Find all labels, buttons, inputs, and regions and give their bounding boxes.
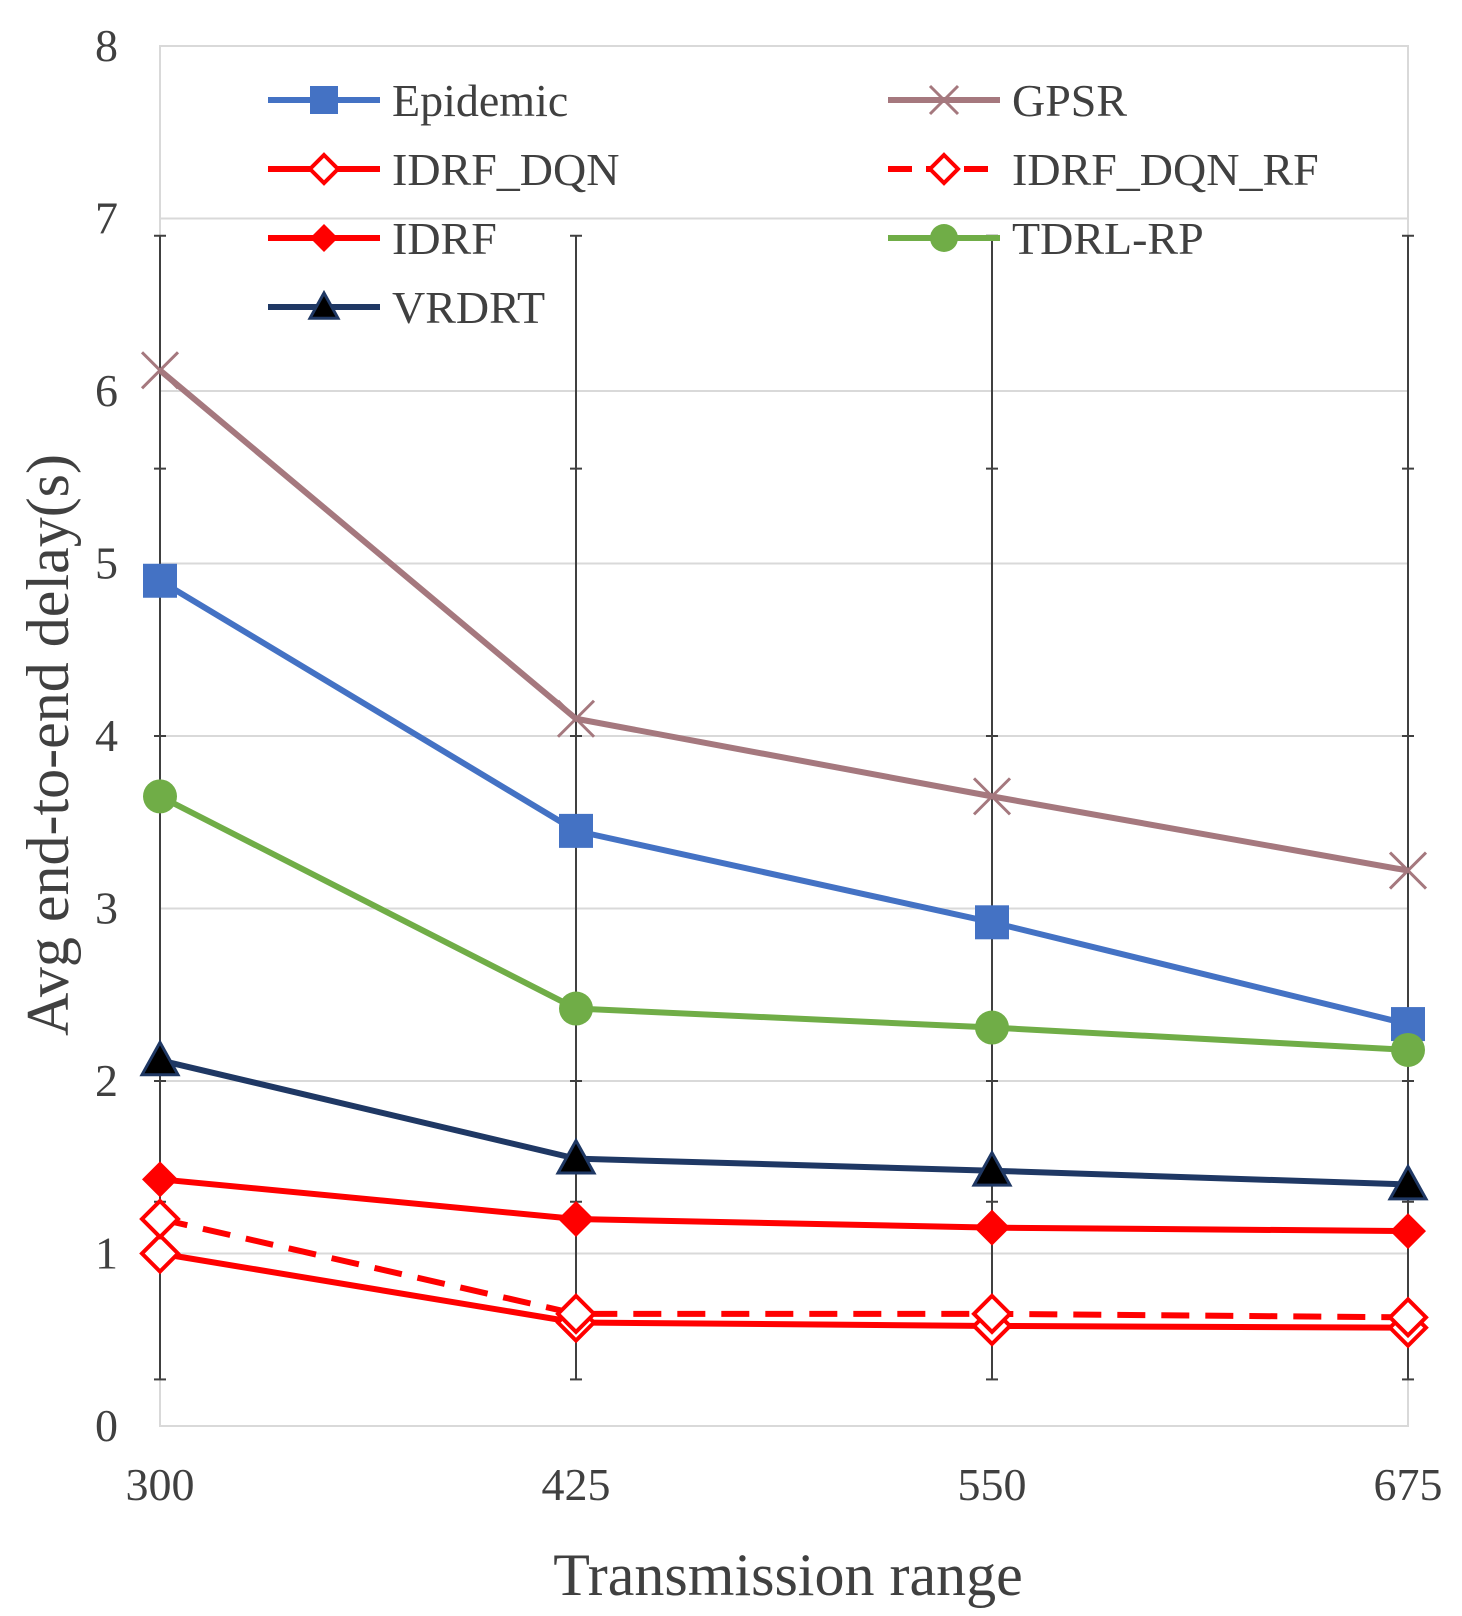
- marker-diamond-open: [139, 1198, 181, 1240]
- marker-triangle: [555, 1137, 597, 1175]
- legend-label: Epidemic: [392, 75, 568, 126]
- legend-entry-vrdrt: VRDRT: [268, 282, 545, 333]
- marker-x: [140, 351, 180, 390]
- marker-square: [143, 563, 177, 598]
- series-line: [159, 1176, 1409, 1235]
- legend-label: TDRL-RP: [1012, 213, 1204, 264]
- legend-label: IDRF_DQN: [392, 144, 619, 195]
- y-tick-label: 3: [95, 883, 118, 934]
- legend-label: IDRF_DQN_RF: [1012, 144, 1319, 195]
- series-idrf: [142, 1161, 1426, 1250]
- x-axis-title: Transmission range: [553, 1542, 1022, 1608]
- marker-triangle: [1387, 1163, 1429, 1201]
- series-line: [158, 793, 1409, 1053]
- marker-triangle: [307, 289, 341, 320]
- vertical-error-lines: [154, 234, 1414, 1381]
- marker-diamond-open: [971, 1293, 1013, 1335]
- series-line: [159, 1057, 1409, 1188]
- legend-label: VRDRT: [392, 282, 545, 333]
- series-idrf-dqn: [139, 1232, 1429, 1349]
- legend-label: GPSR: [1012, 75, 1127, 126]
- marker-square: [310, 86, 338, 114]
- legend-entry-epidemic: Epidemic: [268, 75, 568, 126]
- series-epidemic: [143, 563, 1425, 1042]
- series-tdrl-rp: [143, 779, 1425, 1067]
- marker-x: [1388, 851, 1428, 890]
- x-tick-label: 550: [958, 1459, 1027, 1510]
- x-tick-label: 425: [542, 1459, 611, 1510]
- marker-x: [972, 777, 1012, 816]
- marker-circle: [559, 991, 593, 1026]
- series-gpsr: [140, 351, 1428, 890]
- marker-diamond-open: [139, 1232, 181, 1275]
- marker-x: [556, 699, 596, 738]
- marker-diamond: [558, 1201, 594, 1237]
- marker-diamond-open: [307, 152, 341, 186]
- legend: Epidemic GPSR IDRF_DQN IDRF_DQN_RF IDRF TDRL-…: [268, 75, 1319, 333]
- axis-layer: 0 1 2 3 4 5 6 7 8 300 425 550 675: [95, 20, 1443, 1510]
- marker-square: [559, 813, 593, 848]
- series-layer: [139, 351, 1429, 1349]
- legend-entry-tdrl-rp: TDRL-RP: [888, 213, 1204, 264]
- marker-circle: [930, 224, 958, 252]
- series-line: [159, 1250, 1409, 1331]
- marker-diamond-open: [1387, 1296, 1429, 1339]
- marker-triangle: [971, 1149, 1013, 1187]
- y-tick-label: 0: [95, 1400, 118, 1451]
- series-line: [158, 368, 1409, 874]
- series-line: [159, 1216, 1409, 1321]
- y-tick-label: 7: [95, 193, 118, 244]
- marker-circle: [975, 1010, 1009, 1045]
- y-tick-label: 2: [95, 1055, 118, 1106]
- y-tick-label: 4: [95, 710, 118, 761]
- legend-entry-gpsr: GPSR: [888, 75, 1127, 126]
- y-tick-label: 6: [95, 365, 118, 416]
- marker-square: [975, 905, 1009, 940]
- legend-entry-idrf-dqn: IDRF_DQN: [268, 144, 619, 195]
- marker-triangle: [139, 1039, 181, 1077]
- legend-entry-idrf-dqn-rf: IDRF_DQN_RF: [888, 144, 1319, 195]
- grid-layer: [159, 45, 1409, 1427]
- series-vrdrt: [139, 1039, 1429, 1201]
- series-idrf-dqn-rf: [139, 1198, 1429, 1339]
- marker-circle: [1391, 1032, 1425, 1067]
- y-tick-label: 1: [95, 1228, 118, 1279]
- marker-diamond-open: [927, 152, 961, 186]
- y-tick-label: 5: [95, 538, 118, 589]
- marker-diamond: [310, 224, 338, 252]
- marker-diamond: [142, 1161, 178, 1198]
- x-tick-label: 300: [126, 1459, 195, 1510]
- y-axis-title: Avg end-to-end delay(s): [15, 454, 81, 1036]
- legend-label: IDRF: [392, 213, 497, 264]
- x-tick-label: 675: [1374, 1459, 1443, 1510]
- marker-x: [928, 84, 960, 116]
- marker-diamond-open: [555, 1293, 597, 1335]
- marker-diamond: [1390, 1213, 1426, 1250]
- legend-entry-idrf: IDRF: [268, 213, 497, 264]
- y-tick-label: 8: [95, 20, 118, 71]
- series-line: [158, 578, 1409, 1027]
- marker-circle: [143, 779, 177, 814]
- marker-diamond: [974, 1209, 1010, 1246]
